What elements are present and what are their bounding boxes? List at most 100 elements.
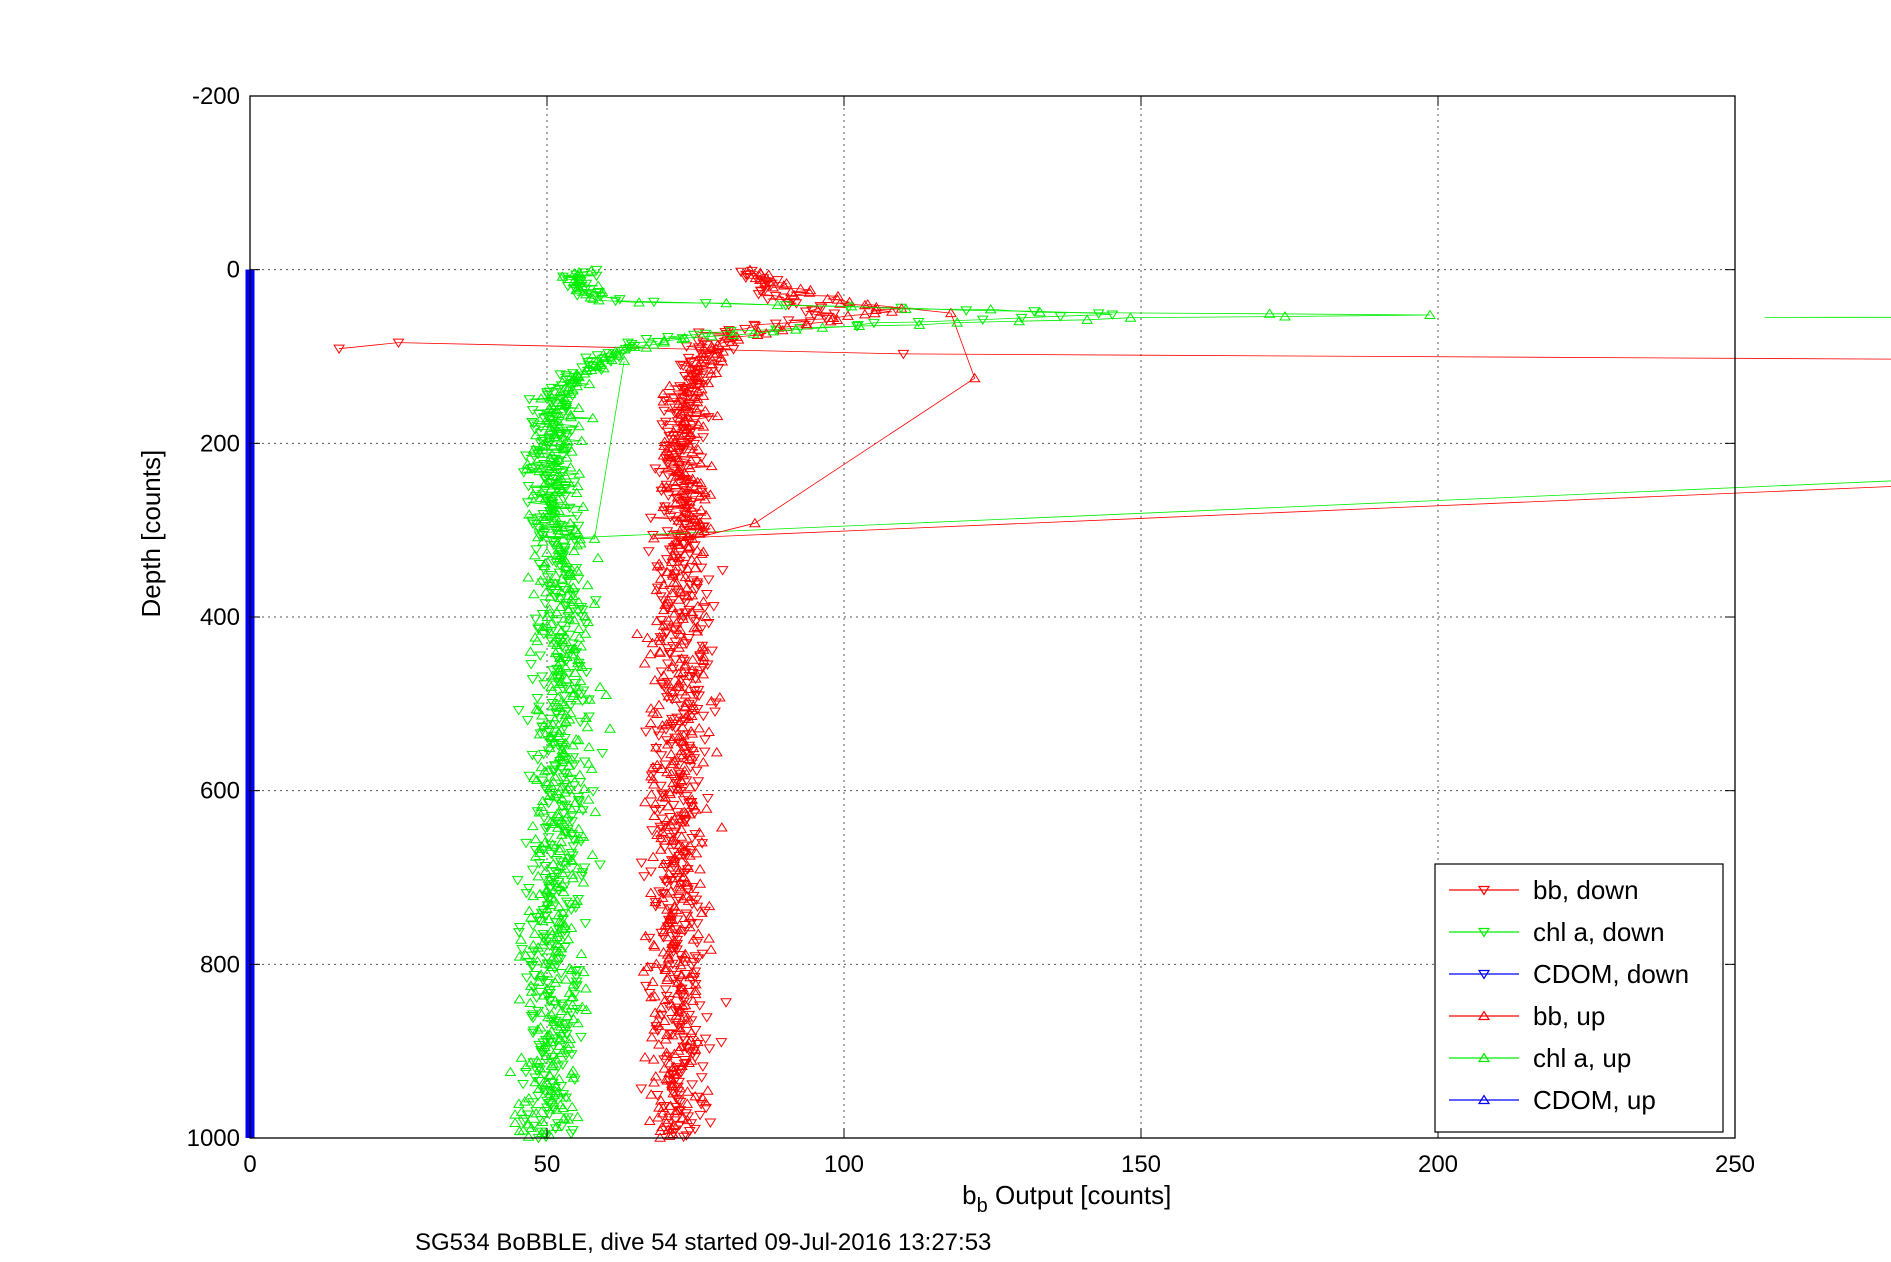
data-point — [517, 1125, 530, 1135]
data-point — [572, 596, 585, 607]
data-point — [571, 862, 584, 873]
data-point — [542, 913, 555, 924]
data-point — [682, 1040, 695, 1051]
data-point — [650, 584, 663, 595]
data-point — [842, 302, 855, 313]
data-point — [816, 322, 829, 332]
data-point — [658, 843, 671, 854]
data-point — [551, 927, 564, 937]
data-point — [1034, 306, 1046, 317]
data-point — [657, 579, 670, 589]
data-point — [639, 796, 651, 807]
data-point — [540, 1132, 552, 1143]
data-point — [705, 460, 718, 471]
x-axis-label: bb Output [counts] — [962, 1180, 1171, 1217]
data-point — [692, 360, 705, 370]
data-point — [686, 664, 699, 675]
data-point — [603, 348, 616, 359]
data-point — [533, 447, 546, 458]
data-point — [647, 1054, 660, 1064]
data-point — [539, 837, 551, 847]
data-point — [672, 668, 685, 678]
data-point — [674, 624, 687, 635]
data-point — [528, 928, 541, 938]
data-point — [671, 945, 683, 955]
data-point — [536, 710, 548, 720]
data-point — [702, 413, 715, 423]
data-point — [661, 593, 674, 604]
data-point — [524, 997, 537, 1008]
legend-label: bb, up — [1533, 1001, 1605, 1031]
data-point — [534, 847, 547, 857]
data-point — [534, 916, 547, 927]
data-point — [705, 944, 717, 954]
data-point — [666, 686, 679, 697]
data-point — [536, 947, 548, 958]
data-point — [579, 983, 592, 993]
data-point — [569, 667, 582, 677]
data-point — [560, 452, 573, 462]
data-point — [692, 444, 704, 454]
data-point — [588, 533, 601, 543]
data-point — [689, 1043, 702, 1054]
data-point — [661, 566, 673, 576]
data-point — [704, 1118, 717, 1128]
data-point — [700, 611, 713, 622]
data-point — [659, 792, 672, 802]
data-point — [672, 1045, 685, 1055]
data-point — [530, 492, 542, 502]
data-point — [568, 545, 580, 556]
data-point — [674, 587, 687, 597]
data-point — [562, 767, 574, 777]
data-point — [558, 818, 570, 829]
data-point — [535, 1127, 548, 1137]
data-point — [560, 673, 573, 684]
legend-label: CDOM, down — [1533, 959, 1689, 989]
data-point — [554, 592, 567, 603]
data-point — [631, 628, 644, 639]
data-point — [669, 693, 682, 703]
data-point — [677, 983, 689, 993]
data-point — [686, 654, 699, 664]
data-point — [518, 1096, 531, 1106]
data-point — [557, 441, 570, 451]
data-point — [565, 754, 578, 764]
data-point — [656, 719, 669, 730]
data-point — [690, 404, 703, 414]
data-point — [676, 470, 689, 480]
data-point — [530, 1107, 542, 1117]
data-point — [549, 1081, 562, 1091]
data-point — [673, 1022, 686, 1033]
data-point — [591, 355, 604, 365]
data-point — [676, 1014, 688, 1024]
data-point — [526, 418, 538, 428]
data-point — [545, 681, 558, 691]
data-point — [720, 998, 732, 1008]
data-point — [960, 306, 973, 316]
data-point — [661, 821, 674, 831]
data-point — [689, 514, 702, 524]
data-point — [661, 604, 674, 615]
data-point — [769, 291, 782, 302]
data-point — [799, 307, 812, 317]
data-point — [556, 726, 569, 736]
data-point — [571, 380, 584, 391]
data-point — [665, 748, 678, 759]
data-point — [851, 322, 864, 332]
data-point — [531, 955, 544, 966]
data-point — [677, 749, 689, 760]
data-point — [770, 325, 782, 336]
x-axis-label-subscript: b — [977, 1195, 988, 1217]
data-point — [697, 596, 710, 606]
data-point — [572, 654, 584, 665]
data-point — [679, 948, 692, 959]
data-point — [551, 973, 564, 983]
data-point — [557, 438, 570, 449]
data-point — [691, 600, 704, 611]
data-point — [868, 307, 881, 318]
data-point — [722, 332, 735, 342]
data-point — [951, 317, 964, 327]
data-point — [541, 611, 554, 622]
data-point — [646, 826, 658, 836]
data-point — [513, 993, 526, 1004]
